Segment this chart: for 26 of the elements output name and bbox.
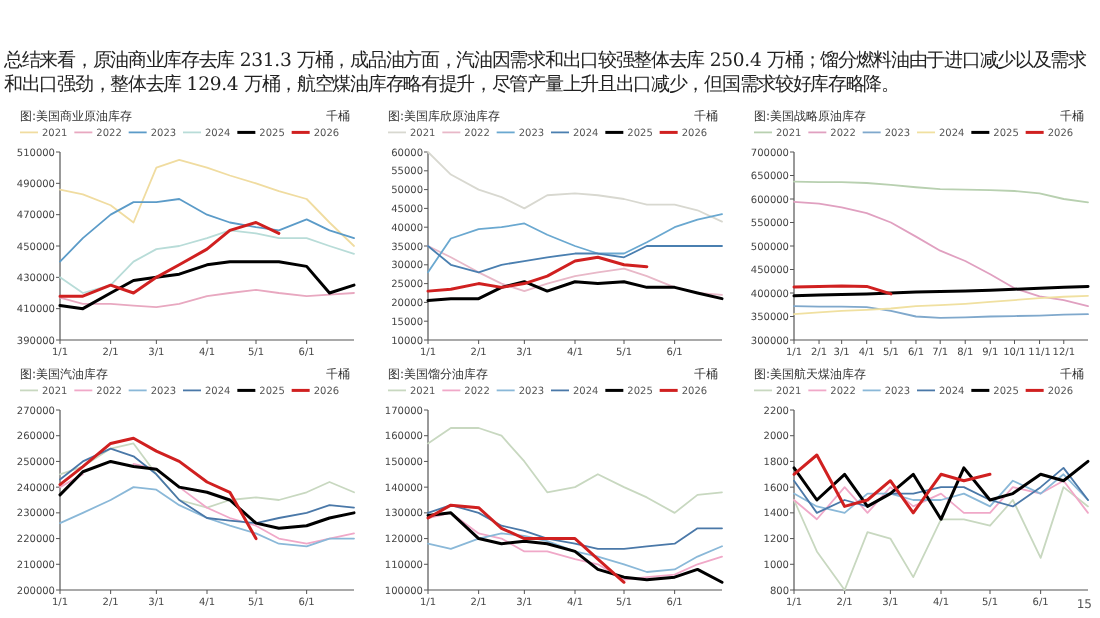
line-series <box>58 221 281 298</box>
line-series <box>59 229 355 294</box>
line-series <box>59 288 355 308</box>
line-series <box>425 255 648 293</box>
line-series <box>792 453 992 515</box>
line-series <box>793 479 1089 521</box>
line-series <box>59 158 355 247</box>
line-series <box>58 436 258 541</box>
line-series <box>426 504 722 550</box>
line-series <box>59 447 355 525</box>
line-series <box>793 200 1089 308</box>
text: 总结来看，原油商业库存去库 231.3 万桶，成品油方面，汽油因需求和出口较强整体去库 250.4 万桶；馏分燃料油由于进口减少以及需求和出口强劲，整体去库 129.4 万桶，航空煤油库存略有提升，尽管产量上升且出口减少，但国需求较好库存略降。 <box>4 50 1088 96</box>
line-series <box>425 280 723 303</box>
line-series <box>793 294 1089 316</box>
line-series <box>426 245 722 296</box>
line-series <box>793 180 1089 204</box>
line-series <box>425 503 625 584</box>
line-series <box>426 151 722 223</box>
line-series <box>58 459 356 530</box>
line-series <box>58 260 356 311</box>
line-series <box>59 486 355 548</box>
line-series <box>59 198 355 263</box>
line-series <box>426 213 722 274</box>
line-series <box>426 245 722 274</box>
line-series <box>426 532 722 573</box>
line-series <box>426 427 722 514</box>
